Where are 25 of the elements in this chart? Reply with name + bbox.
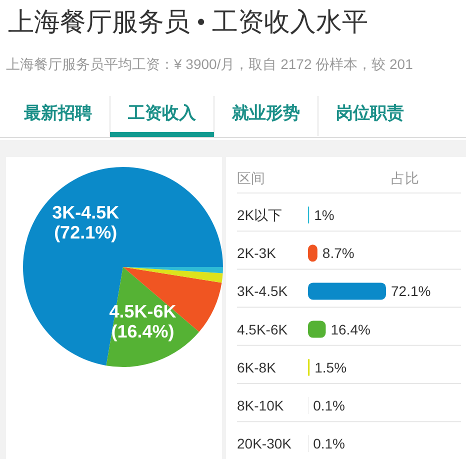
column-header: 占比 [391, 170, 419, 186]
category-label: 4.5K-6K [237, 321, 288, 338]
tab-label: 最新招聘 [24, 104, 92, 122]
value-label: 16.4% [330, 321, 370, 338]
category-label: 6K-8K [237, 359, 276, 376]
slice-label: (72.1%) [54, 222, 118, 243]
value-label: 1.5% [314, 359, 347, 376]
category-label: 8K-10K [237, 398, 284, 414]
subtitle: 上海餐厅服务员平均工资：¥ 3900/月，取自 2172 份样本，较 201 [6, 56, 413, 72]
title: 上海餐厅服务员 • 工资收入水平 [8, 8, 368, 36]
tab-label: 工资收入 [128, 104, 196, 122]
tab-label: 岗位职责 [336, 104, 404, 122]
value-label: 0.1% [313, 398, 346, 414]
category-label: 2K以下 [237, 207, 282, 223]
value-label: 8.7% [322, 245, 354, 262]
value-label: 0.1% [313, 436, 346, 452]
value-label: 1% [314, 207, 334, 223]
tab-label: 就业形势 [232, 104, 300, 122]
category-label: 3K-4.5K [237, 283, 288, 300]
column-header: 区间 [237, 170, 265, 186]
value-label: 72.1% [391, 283, 431, 300]
slice-label: (16.4%) [111, 322, 174, 342]
category-label: 2K-3K [237, 245, 276, 262]
slice-label: 3K-4.5K [52, 202, 120, 223]
category-label: 20K-30K [237, 436, 292, 452]
